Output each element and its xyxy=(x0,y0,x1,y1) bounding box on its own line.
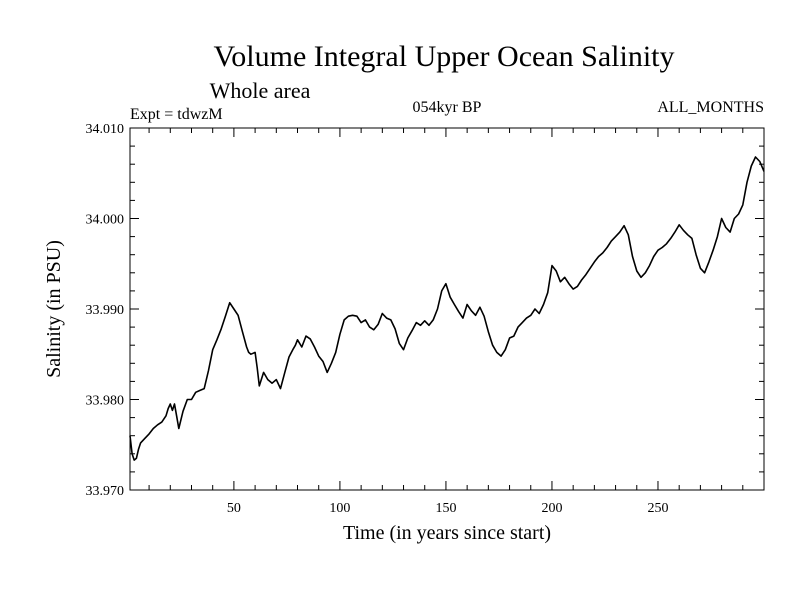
y-axis-label: Salinity (in PSU) xyxy=(43,240,65,378)
period-label: 054kyr BP xyxy=(413,99,482,116)
plot-frame xyxy=(129,127,765,491)
chart-subtitle: Whole area xyxy=(210,78,311,103)
y-tick-label: 33.980 xyxy=(86,394,125,409)
x-axis-ticks: 50 100 150 200 250 xyxy=(227,128,668,516)
series-line xyxy=(129,156,765,461)
experiment-label: Expt = tdwzM xyxy=(130,106,223,123)
y-tick-label: 33.970 xyxy=(86,484,125,499)
y-axis-ticks: 33.970 33.980 33.990 34.000 34.010 xyxy=(86,122,764,499)
x-axis-label: Time (in years since start) xyxy=(343,522,551,544)
y-tick-label: 33.990 xyxy=(86,303,125,318)
months-label: ALL_MONTHS xyxy=(657,99,764,116)
x-tick-label: 250 xyxy=(647,501,668,516)
x-tick-label: 100 xyxy=(329,501,350,516)
y-tick-label: 34.010 xyxy=(86,122,125,137)
minor-ticks xyxy=(130,128,764,490)
chart-title: Volume Integral Upper Ocean Salinity xyxy=(214,40,675,73)
y-tick-label: 34.000 xyxy=(86,213,125,228)
x-tick-label: 150 xyxy=(435,501,456,516)
x-tick-label: 200 xyxy=(541,501,562,516)
x-tick-label: 50 xyxy=(227,501,241,516)
